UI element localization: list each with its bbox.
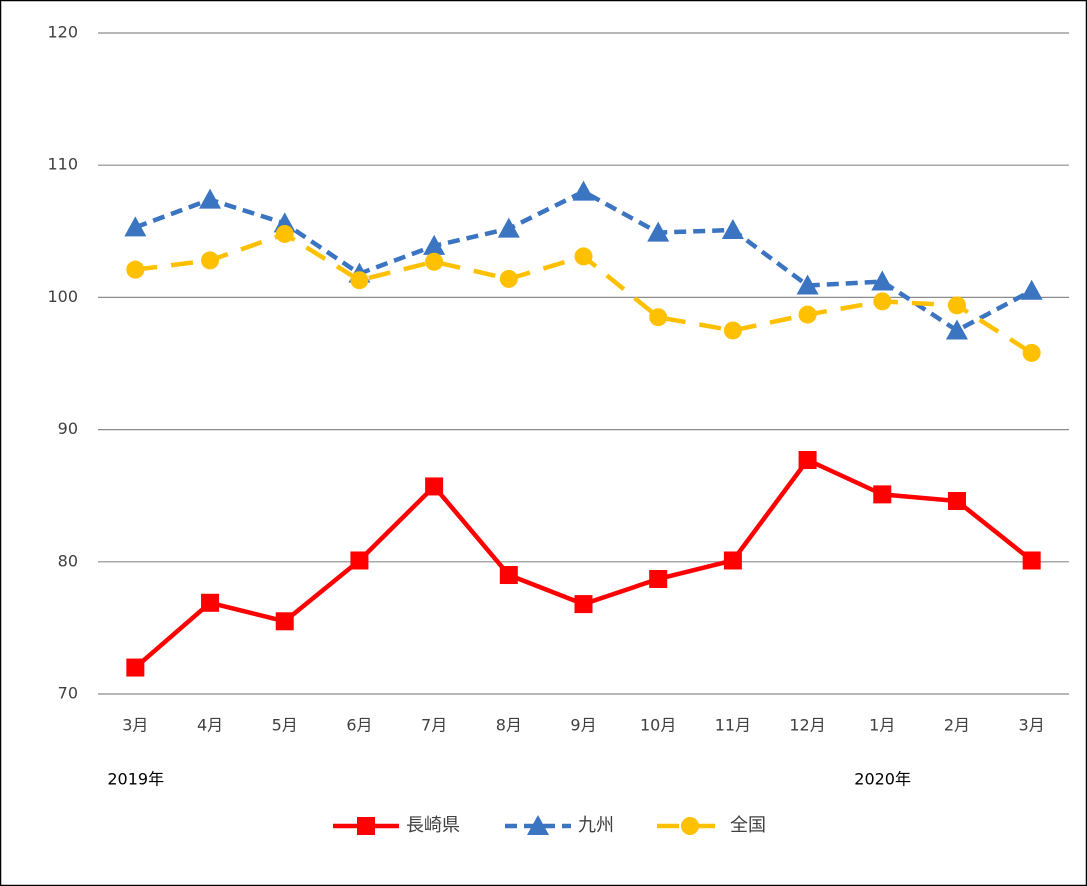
data-point — [574, 595, 593, 614]
data-point — [574, 247, 593, 266]
data-point — [1022, 343, 1041, 362]
x-tick-label: 10月 — [640, 716, 676, 735]
data-point — [945, 319, 968, 340]
data-point — [947, 491, 966, 510]
y-tick-label: 100 — [47, 287, 78, 306]
legend-label: 長崎県 — [406, 815, 460, 836]
legend-marker — [681, 817, 699, 835]
data-point — [649, 308, 668, 327]
data-point — [1020, 279, 1043, 300]
x-tick-label: 7月 — [421, 716, 447, 735]
data-point — [647, 221, 670, 242]
x-tick-label: 12月 — [789, 716, 825, 735]
x-tick-label: 8月 — [496, 716, 522, 735]
data-point — [499, 566, 518, 585]
y-tick-label: 90 — [58, 419, 78, 438]
y-tick-label: 80 — [58, 551, 78, 570]
data-point — [499, 269, 518, 288]
x-tick-label: 2月 — [944, 716, 970, 735]
data-point — [798, 451, 817, 470]
data-point — [873, 485, 892, 504]
data-point — [425, 477, 444, 496]
y-tick-label: 70 — [58, 684, 78, 703]
data-point — [1022, 551, 1041, 570]
x-tick-label: 11月 — [715, 716, 751, 735]
data-point — [796, 274, 819, 295]
data-point — [199, 188, 222, 209]
data-point — [497, 217, 520, 238]
annotation: 2020年 — [854, 770, 911, 789]
data-point — [649, 569, 668, 588]
data-point — [947, 296, 966, 315]
data-point — [723, 321, 742, 340]
data-point — [126, 658, 145, 677]
data-point — [350, 551, 369, 570]
x-tick-label: 3月 — [122, 716, 148, 735]
legend-label: 全国 — [730, 815, 766, 836]
data-point — [425, 252, 444, 271]
data-point — [201, 593, 220, 612]
legend-marker — [357, 817, 375, 835]
x-tick-label: 9月 — [570, 716, 596, 735]
data-point — [721, 218, 744, 239]
data-point — [201, 251, 220, 270]
data-point — [275, 224, 294, 243]
legend-marker — [527, 815, 549, 835]
data-point — [572, 180, 595, 201]
data-point — [873, 292, 892, 311]
legend-label: 九州 — [578, 815, 614, 836]
data-point — [423, 234, 446, 255]
data-point — [126, 260, 145, 279]
x-tick-label: 3月 — [1019, 716, 1045, 735]
y-tick-label: 110 — [47, 155, 78, 174]
data-point — [124, 216, 147, 237]
data-point — [275, 612, 294, 631]
data-point — [350, 271, 369, 290]
data-point — [723, 551, 742, 570]
annotation: 2019年 — [107, 770, 164, 789]
data-point — [871, 270, 894, 291]
x-tick-label: 1月 — [869, 716, 895, 735]
y-tick-label: 120 — [47, 23, 78, 42]
data-point — [798, 305, 817, 324]
x-tick-label: 6月 — [346, 716, 372, 735]
x-tick-label: 5月 — [272, 716, 298, 735]
x-tick-label: 4月 — [197, 716, 223, 735]
